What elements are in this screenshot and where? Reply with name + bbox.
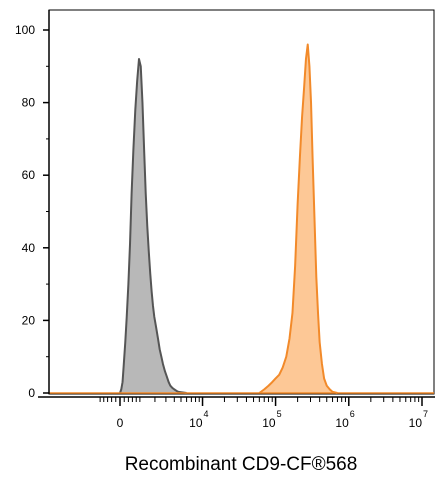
x-tick-label: 10 xyxy=(189,416,203,430)
x-tick-exponent: 5 xyxy=(277,409,282,419)
y-axis: 0 20 40 60 80 100 xyxy=(15,10,50,400)
x-tick-label: 10 xyxy=(262,416,276,430)
series-0-area xyxy=(120,59,187,393)
x-tick-label: 0 xyxy=(117,416,124,430)
x-tick-label: 10 xyxy=(335,416,349,430)
series-1-line xyxy=(258,43,338,394)
y-tick-label: 80 xyxy=(22,96,36,110)
plot-frame xyxy=(48,9,435,395)
series-1-area xyxy=(259,44,338,394)
x-tick-label: 10 xyxy=(409,416,423,430)
x-tick-exponent: 4 xyxy=(204,409,209,419)
y-tick-label: 20 xyxy=(22,313,36,327)
x-tick-exponent: 6 xyxy=(350,409,355,419)
y-tick-label: 40 xyxy=(22,241,36,255)
y-tick-label: 60 xyxy=(22,168,36,182)
x-tick-exponent: 7 xyxy=(423,409,428,419)
x-axis-title: Recombinant CD9-CF®568 xyxy=(125,454,358,475)
series-layer xyxy=(49,43,434,394)
y-tick-label: 0 xyxy=(28,386,35,400)
series-0-line xyxy=(119,58,187,394)
y-tick-label: 100 xyxy=(15,23,35,37)
